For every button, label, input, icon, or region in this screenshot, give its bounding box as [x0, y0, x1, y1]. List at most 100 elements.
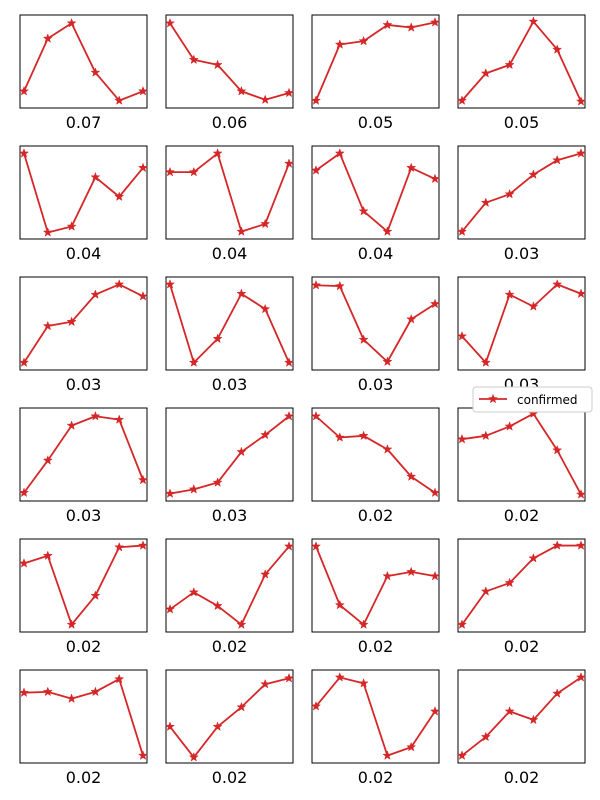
data-point-3 — [66, 693, 77, 703]
data-point-3 — [358, 619, 369, 629]
data-point-4 — [528, 301, 539, 311]
data-point-2 — [334, 432, 345, 442]
series-line — [23, 283, 144, 364]
data-point-2 — [42, 227, 53, 237]
data-point-4 — [236, 85, 247, 96]
data-point-2 — [188, 166, 199, 177]
data-point-3 — [358, 430, 369, 441]
data-point-2 — [42, 320, 53, 331]
series-line — [169, 415, 290, 495]
data-point-5 — [552, 688, 563, 698]
data-point-4 — [90, 67, 101, 77]
panel-frame — [165, 145, 294, 240]
panel-23: 0.02 — [310, 669, 441, 787]
series-line — [169, 545, 290, 626]
data-point-3 — [212, 59, 223, 70]
data-point-6 — [137, 750, 149, 760]
data-point-3 — [212, 600, 223, 611]
data-point-5 — [260, 569, 271, 579]
legend-box — [472, 386, 593, 413]
series-line — [23, 415, 144, 494]
data-point-5 — [406, 566, 417, 577]
data-point-3 — [504, 289, 515, 299]
panel-5: 0.04 — [18, 145, 149, 263]
data-point-4 — [90, 410, 101, 421]
data-point-2 — [42, 33, 53, 43]
data-point-6 — [283, 410, 295, 421]
data-point-3 — [66, 420, 77, 430]
panel-label: 0.03 — [212, 506, 248, 525]
series-line — [461, 412, 582, 495]
data-point-5 — [260, 303, 271, 314]
series-line — [315, 284, 436, 363]
data-point-2 — [480, 731, 491, 742]
data-point-6 — [429, 706, 441, 716]
data-point-6 — [137, 290, 149, 301]
data-point-4 — [528, 714, 539, 725]
data-point-2 — [188, 586, 199, 597]
data-point-1 — [18, 357, 30, 367]
panel-frame — [165, 14, 294, 109]
data-point-1 — [310, 95, 322, 105]
data-point-6 — [137, 540, 149, 550]
data-point-2 — [188, 54, 199, 65]
data-point-3 — [212, 477, 223, 487]
series-line — [23, 22, 144, 102]
series-line — [461, 676, 582, 757]
data-point-1 — [18, 687, 30, 698]
data-point-1 — [164, 166, 176, 177]
data-point-6 — [575, 288, 587, 299]
series-line — [169, 22, 290, 101]
data-point-5 — [552, 154, 563, 165]
panel-17: 0.02 — [18, 538, 149, 656]
data-point-5 — [406, 162, 417, 173]
data-point-6 — [429, 570, 441, 581]
data-point-3 — [358, 35, 369, 46]
data-point-6 — [429, 173, 441, 184]
panel-9: 0.03 — [18, 276, 149, 394]
data-point-6 — [283, 672, 295, 683]
panel-label: 0.02 — [504, 506, 540, 525]
panel-frame — [311, 145, 440, 240]
panel-label: 0.06 — [212, 113, 248, 132]
data-point-4 — [382, 226, 393, 236]
data-point-4 — [382, 570, 393, 581]
data-point-3 — [212, 333, 223, 344]
data-point-3 — [212, 148, 223, 158]
data-point-4 — [528, 552, 539, 563]
series-line — [315, 676, 436, 757]
data-point-3 — [66, 17, 77, 28]
data-point-3 — [358, 205, 369, 216]
panel-6: 0.04 — [164, 145, 295, 263]
data-point-2 — [188, 751, 199, 762]
data-point-5 — [552, 279, 563, 289]
panel-frame — [311, 407, 440, 502]
series-line — [461, 544, 581, 626]
data-point-2 — [188, 484, 199, 494]
data-point-3 — [66, 619, 77, 629]
data-point-6 — [429, 17, 441, 27]
panel-label: 0.03 — [212, 375, 248, 394]
data-point-2 — [480, 357, 491, 367]
panel-frame — [457, 538, 586, 633]
data-point-5 — [406, 741, 417, 752]
data-point-1 — [310, 279, 322, 290]
data-point-4 — [528, 16, 539, 26]
data-point-5 — [114, 414, 125, 424]
data-point-1 — [164, 279, 176, 289]
series-line — [315, 546, 436, 626]
data-point-5 — [260, 678, 271, 689]
data-point-3 — [66, 316, 77, 327]
series-line — [461, 283, 582, 364]
panel-frame — [311, 14, 440, 109]
data-point-5 — [552, 540, 563, 550]
data-point-4 — [236, 446, 247, 457]
series-line — [23, 544, 144, 626]
data-point-2 — [480, 586, 491, 596]
panel-frame — [311, 538, 440, 633]
panel-1: 0.07 — [18, 14, 149, 132]
data-point-3 — [504, 421, 515, 431]
legend-label: confirmed — [517, 393, 578, 407]
panel-label: 0.02 — [358, 768, 394, 787]
